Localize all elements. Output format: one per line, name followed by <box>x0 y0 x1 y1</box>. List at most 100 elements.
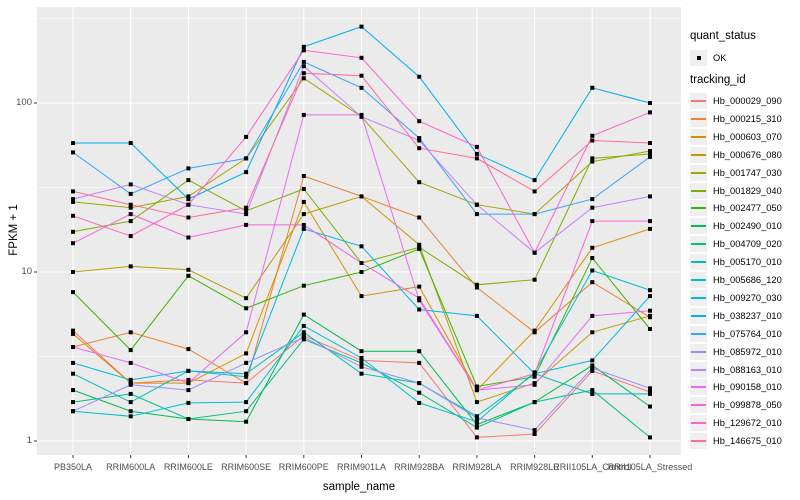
legend-key-line <box>691 243 706 246</box>
series-points-Hb_004709_020 <box>71 337 652 440</box>
y-tick-label-1: 1 <box>26 435 32 446</box>
data-point <box>71 141 75 145</box>
data-point <box>590 313 595 318</box>
data-point <box>186 368 191 373</box>
data-point <box>244 419 249 424</box>
x-tick-label: RRII105LA_Stressed <box>607 462 693 472</box>
data-point <box>244 170 249 175</box>
data-point <box>590 133 595 138</box>
data-point <box>128 264 133 269</box>
legend-item-label: Hb_001829_040 <box>713 185 782 196</box>
data-point <box>244 409 249 414</box>
data-point <box>71 229 75 234</box>
data-point <box>474 156 479 161</box>
legend-key-line <box>691 332 706 335</box>
data-point <box>301 64 306 69</box>
x-tick-label: RRIM928BA <box>394 462 445 472</box>
legend-item-label: Hb_038237_010 <box>713 310 782 321</box>
data-point <box>71 189 75 194</box>
data-point <box>417 360 422 365</box>
data-point <box>590 138 595 143</box>
data-point <box>244 208 249 213</box>
data-point <box>590 197 595 202</box>
legend-item-Hb_005686_120: Hb_005686_120 <box>690 271 782 289</box>
data-point <box>474 422 479 427</box>
legend-item-Hb_009270_030: Hb_009270_030 <box>690 289 782 307</box>
data-point <box>417 136 422 141</box>
data-point <box>301 174 306 178</box>
data-point <box>359 356 364 360</box>
legend-item-label: Hb_002490_010 <box>713 221 782 232</box>
legend-key-line <box>691 225 706 228</box>
data-point <box>186 267 191 272</box>
legend-item-Hb_000029_090: Hb_000029_090 <box>690 92 782 110</box>
legend-key-line <box>691 135 706 138</box>
data-point <box>128 409 133 414</box>
data-point <box>71 197 75 202</box>
data-point <box>417 74 422 79</box>
legend-item-label: Hb_090158_010 <box>713 382 782 393</box>
data-point <box>244 306 249 311</box>
data-point <box>590 391 595 396</box>
data-point <box>474 212 479 217</box>
data-point <box>244 400 249 405</box>
data-point <box>244 156 249 161</box>
series-points-Hb_075764_010 <box>71 59 652 217</box>
data-point <box>648 435 652 440</box>
data-point <box>590 245 595 250</box>
legend-item-label: Hb_002477_050 <box>713 203 782 214</box>
data-point <box>648 386 652 391</box>
legend-key-line <box>691 350 706 353</box>
legend-item-Hb_085972_010: Hb_085972_010 <box>690 343 782 361</box>
legend-item-label: Hb_000215_310 <box>713 113 782 124</box>
legend-key-line <box>691 100 706 102</box>
data-point <box>244 296 249 301</box>
legend-item-Hb_129672_010: Hb_129672_010 <box>690 414 782 432</box>
legend-key-box <box>690 379 707 396</box>
legend-item-label: Hb_146675_010 <box>713 436 782 447</box>
data-point <box>186 273 191 278</box>
legend-item-Hb_099878_050: Hb_099878_050 <box>690 396 782 414</box>
legend-key-box <box>690 50 707 66</box>
data-point <box>590 256 595 260</box>
legend-title-quant-status: quant_status <box>690 30 756 42</box>
legend-key-line <box>691 296 706 299</box>
data-point <box>71 345 75 349</box>
data-point <box>648 110 652 115</box>
series-points-Hb_129672_010 <box>71 48 652 255</box>
legend-item-label: OK <box>713 53 727 63</box>
data-point <box>128 191 133 196</box>
legend-key-box <box>690 200 707 217</box>
legend-key-line <box>691 422 706 425</box>
data-point <box>244 205 249 210</box>
legend-key-line <box>691 153 706 156</box>
legend: quant_status OK tracking_id Hb_000029_09… <box>688 0 800 500</box>
legend-item-Hb_002477_050: Hb_002477_050 <box>690 199 782 217</box>
y-tick-label-10: 10 <box>21 266 32 277</box>
data-point <box>648 308 652 313</box>
data-point <box>359 371 364 376</box>
x-tick-label: RRIM600LA <box>106 462 156 472</box>
data-point <box>417 284 422 289</box>
legend-item-Hb_001829_040: Hb_001829_040 <box>690 182 782 200</box>
data-point <box>359 73 364 78</box>
data-point <box>532 374 537 379</box>
data-point <box>71 241 75 246</box>
data-point <box>301 222 306 227</box>
data-point <box>474 151 479 156</box>
data-point <box>71 409 75 414</box>
legend-title-tracking-id: tracking_id <box>690 74 746 86</box>
y-axis-title: FPKM + 1 <box>8 204 20 256</box>
legend-item-Hb_002490_010: Hb_002490_010 <box>690 217 782 235</box>
legend-key-box <box>690 325 707 342</box>
data-point <box>71 388 75 393</box>
data-point <box>474 313 479 318</box>
data-point <box>301 283 306 288</box>
data-point <box>474 285 479 290</box>
legend-key-line <box>691 440 706 443</box>
data-point <box>301 226 306 231</box>
data-point <box>301 212 306 217</box>
data-point <box>186 166 191 171</box>
data-point <box>128 360 133 365</box>
